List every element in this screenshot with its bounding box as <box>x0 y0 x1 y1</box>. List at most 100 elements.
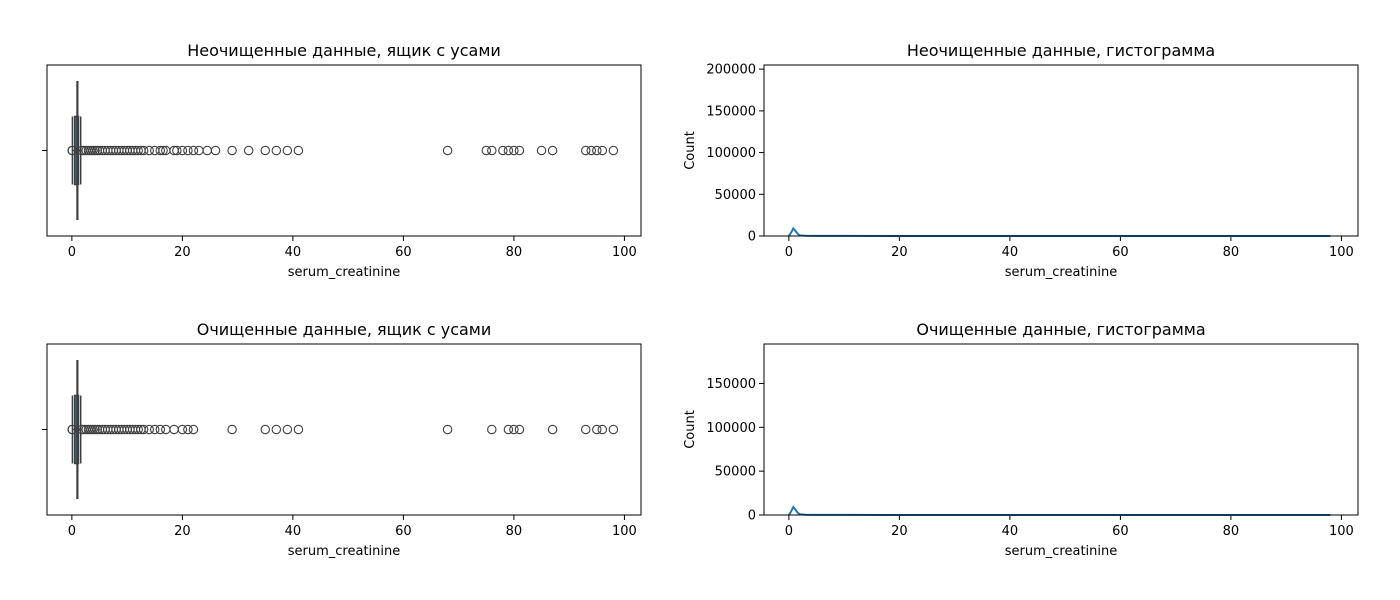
outlier-point <box>138 424 149 435</box>
outlier-point <box>227 424 237 435</box>
x-tick-label: 40 <box>285 524 302 539</box>
x-tick-label: 100 <box>1329 245 1354 260</box>
outlier-point <box>580 424 591 435</box>
x-axis-label: serum_creatinine <box>288 544 401 559</box>
x-tick-label: 60 <box>1112 245 1129 260</box>
subplot-1: Неочищенные данные, ящик с усами 0 20 40 60 8… <box>42 41 642 280</box>
outlier-point <box>597 424 608 435</box>
outlier-point <box>133 145 143 156</box>
outlier-point <box>188 424 199 435</box>
outlier-point <box>177 145 188 156</box>
outlier-point <box>487 424 497 435</box>
outlier-point <box>503 424 514 435</box>
outlier-point <box>144 145 154 156</box>
outlier-point <box>503 145 514 156</box>
x-tick-label: 80 <box>506 245 523 260</box>
y-axis-label: Count <box>683 131 698 170</box>
y-tick-label: 0 <box>748 509 756 524</box>
axes-frame <box>46 343 642 516</box>
subplot-3: Очищенные данные, ящик с усами 0 20 40 60 80 1… <box>42 320 642 559</box>
outlier-point <box>293 424 304 435</box>
outlier-point <box>183 145 193 156</box>
series-line <box>788 505 1331 516</box>
outlier-point <box>481 145 492 156</box>
outlier-point <box>138 145 149 156</box>
y-tick-label: 100000 <box>706 421 756 436</box>
outlier-point <box>597 145 608 156</box>
outlier-point <box>67 424 78 435</box>
outlier-point <box>442 145 453 156</box>
y-tick-label: 0 <box>748 230 756 245</box>
x-tick-label: 40 <box>1002 245 1019 260</box>
x-tick-label: 80 <box>1223 245 1240 260</box>
x-tick-label: 0 <box>68 524 76 539</box>
outlier-point <box>227 145 237 156</box>
chart-title: Неочищенные данные, гистограмма <box>907 41 1215 60</box>
outlier-point <box>608 145 619 156</box>
chart-title: Очищенные данные, ящик с усами <box>197 320 492 339</box>
outlier-point <box>155 145 166 156</box>
y-axis-label: Count <box>683 410 698 449</box>
x-tick-label: 60 <box>395 524 412 539</box>
outlier-point <box>514 424 525 435</box>
outlier-point <box>155 424 166 435</box>
x-tick-label: 100 <box>1329 524 1354 539</box>
outlier-point <box>282 424 293 435</box>
outlier-point <box>271 424 282 435</box>
outlier-point <box>271 145 282 156</box>
y-tick-label: 50000 <box>715 188 756 203</box>
outlier-point <box>282 145 293 156</box>
outlier-point <box>536 145 547 156</box>
outlier-point <box>183 424 193 435</box>
outlier-point <box>260 424 271 435</box>
x-tick-label: 0 <box>68 245 76 260</box>
outlier-point <box>442 424 453 435</box>
outlier-point <box>498 145 508 156</box>
outlier-point <box>509 424 519 435</box>
x-tick-label: 20 <box>174 245 191 260</box>
x-tick-label: 40 <box>1002 524 1019 539</box>
y-tick-label: 150000 <box>706 104 756 119</box>
x-axis-label: serum_creatinine <box>1005 265 1118 280</box>
x-tick-label: 20 <box>891 245 908 260</box>
outlier-point <box>260 145 271 156</box>
x-tick-label: 40 <box>285 245 302 260</box>
x-tick-label: 20 <box>891 524 908 539</box>
outlier-point <box>133 424 143 435</box>
x-tick-label: 0 <box>785 245 793 260</box>
x-axis-label: serum_creatinine <box>288 265 401 280</box>
x-tick-label: 100 <box>612 524 637 539</box>
x-tick-label: 0 <box>785 524 793 539</box>
x-tick-label: 60 <box>1112 524 1129 539</box>
outlier-point <box>547 424 558 435</box>
outlier-point <box>586 145 597 156</box>
y-tick-label: 50000 <box>715 465 756 480</box>
y-tick-label: 150000 <box>706 377 756 392</box>
axes-frame <box>46 64 642 237</box>
outlier-point <box>608 424 619 435</box>
outlier-point <box>188 145 199 156</box>
outlier-point <box>177 424 188 435</box>
outlier-point <box>67 145 78 156</box>
x-tick-label: 80 <box>1223 524 1240 539</box>
chart-title: Неочищенные данные, ящик с усами <box>187 41 501 60</box>
chart-title: Очищенные данные, гистограмма <box>916 320 1205 339</box>
y-tick-label: 100000 <box>706 146 756 161</box>
x-tick-label: 60 <box>395 245 412 260</box>
outlier-point <box>169 424 179 435</box>
series-line <box>788 226 1331 237</box>
outlier-point <box>243 145 254 156</box>
outlier-point <box>210 145 221 156</box>
axes-frame <box>763 343 1359 516</box>
outlier-point <box>514 145 525 156</box>
outlier-point <box>149 424 160 435</box>
x-axis-label: serum_creatinine <box>1005 544 1118 559</box>
outlier-point <box>509 145 519 156</box>
outlier-point <box>592 145 602 156</box>
x-tick-label: 100 <box>612 245 637 260</box>
outlier-point <box>158 145 168 156</box>
outlier-point <box>161 424 171 435</box>
outlier-point <box>547 145 558 156</box>
outlier-point <box>580 145 591 156</box>
